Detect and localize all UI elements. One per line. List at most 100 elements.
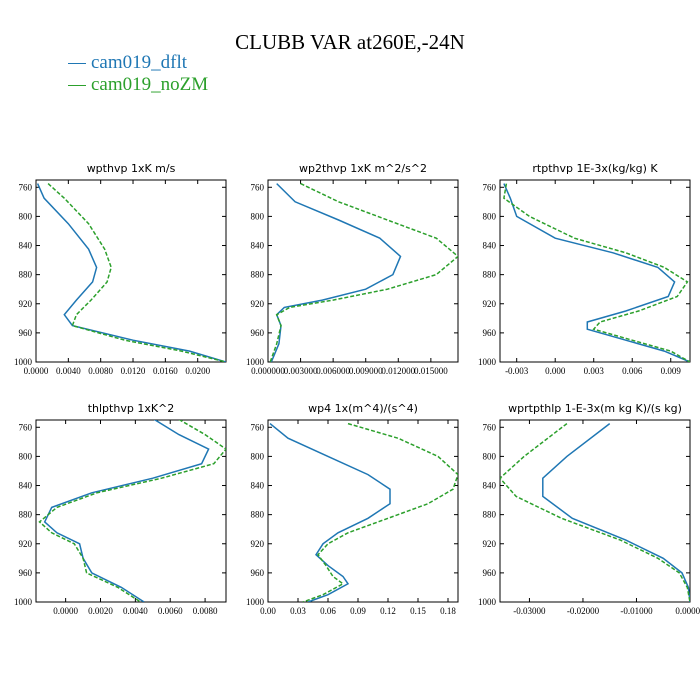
series-line-noZM	[302, 422, 458, 602]
plot-frame	[499, 419, 691, 603]
x-tick-label: 0.12	[380, 606, 396, 616]
panel-title: wp4 1x(m^4)/(s^4)	[308, 402, 418, 415]
series-line-dflt	[270, 183, 402, 362]
x-tick-label: -0.03000	[513, 606, 546, 616]
panel-4: thlpthvp 1xK^2 760 800 840 880 920 960 1000 0.00…	[14, 402, 227, 616]
x-tick-label: 0.06	[320, 606, 336, 616]
y-tick-label: 1000	[14, 357, 33, 367]
panel-title: thlpthvp 1xK^2	[88, 402, 175, 415]
y-tick-label: 800	[483, 211, 497, 221]
plot-frame	[35, 419, 227, 603]
y-tick-label: 880	[483, 510, 497, 520]
legend-swatch-noZM	[68, 84, 86, 86]
y-tick-label: 760	[251, 422, 265, 432]
y-tick-label: 760	[19, 182, 33, 192]
plot-frame	[267, 179, 459, 363]
x-tick-label: -0.02000	[567, 606, 600, 616]
plot-frame	[499, 179, 691, 363]
y-tick-label: 1000	[478, 597, 497, 607]
panel-2: wp2thvp 1xK m^2/s^2 760 800 840 880 920 960 100…	[246, 162, 459, 376]
x-tick-label: 0.0080	[193, 606, 218, 616]
x-tick-label: 0.0120	[121, 366, 146, 376]
plot-frame	[267, 419, 459, 603]
y-tick-label: 880	[19, 510, 33, 520]
x-tick-label: 0.15	[410, 606, 426, 616]
y-tick-label: 960	[251, 568, 265, 578]
y-tick-label: 840	[251, 481, 265, 491]
x-tick-label: 0.03	[290, 606, 306, 616]
x-tick-label: 0.015000	[414, 366, 448, 376]
y-tick-label: 920	[483, 299, 497, 309]
y-tick-label: 760	[19, 422, 33, 432]
x-tick-label: 0.0020	[88, 606, 113, 616]
y-tick-label: 840	[483, 481, 497, 491]
x-tick-label: -0.003	[505, 366, 529, 376]
legend-item-noZM: cam019_noZM	[68, 74, 208, 96]
x-tick-label: 0.0000	[24, 366, 49, 376]
legend-swatch-dflt	[68, 62, 86, 64]
y-tick-label: 800	[483, 451, 497, 461]
y-tick-label: 1000	[246, 357, 265, 367]
y-tick-label: 920	[483, 539, 497, 549]
y-tick-label: 840	[483, 241, 497, 251]
x-tick-label: 0.000	[545, 366, 566, 376]
legend-label-noZM: cam019_noZM	[91, 74, 209, 95]
y-tick-label: 840	[19, 481, 33, 491]
x-tick-label: 0.00	[260, 606, 276, 616]
series-line-dflt	[36, 183, 226, 362]
x-tick-label: 0.09	[350, 606, 366, 616]
plot-frame	[35, 179, 227, 363]
y-tick-label: 840	[19, 241, 33, 251]
figure-title: CLUBB VAR at260E,-24N	[235, 30, 465, 54]
y-tick-label: 920	[19, 539, 33, 549]
y-tick-label: 1000	[246, 597, 265, 607]
y-tick-label: 960	[19, 328, 33, 338]
x-tick-label: 0.0000	[53, 606, 78, 616]
y-tick-label: 1000	[478, 357, 497, 367]
panel-title: rtpthvp 1E-3x(kg/kg) K	[532, 162, 658, 175]
legend-item-dflt: cam019_dflt	[68, 52, 208, 74]
x-tick-label: 0.009	[661, 366, 682, 376]
series-line-dflt	[43, 420, 210, 602]
y-tick-label: 960	[483, 328, 497, 338]
series-line-noZM	[269, 182, 458, 362]
panel-5: wp4 1x(m^4)/(s^4)76080084088092096010000…	[246, 402, 459, 616]
panel-3: rtpthvp 1E-3x(kg/kg) K 760 800 840 880 920 960…	[478, 162, 691, 376]
series-line-dflt	[269, 423, 391, 602]
x-tick-label: 0.0200	[185, 366, 210, 376]
y-tick-label: 1000	[14, 597, 33, 607]
y-tick-label: 960	[251, 328, 265, 338]
legend-label-dflt: cam019_dflt	[91, 52, 188, 73]
series-line-noZM	[47, 183, 226, 362]
y-tick-label: 800	[251, 451, 265, 461]
y-tick-label: 800	[251, 211, 265, 221]
x-tick-label: 0.00000	[675, 606, 700, 616]
x-tick-label: 0.003	[584, 366, 605, 376]
x-tick-label: 0.0080	[88, 366, 113, 376]
series-line-noZM	[38, 420, 226, 602]
y-tick-label: 840	[251, 241, 265, 251]
y-tick-label: 760	[483, 182, 497, 192]
y-tick-label: 880	[251, 510, 265, 520]
x-tick-label: 0.000000	[251, 366, 285, 376]
y-tick-label: 880	[19, 270, 33, 280]
y-tick-label: 960	[19, 568, 33, 578]
panel-title: wpthvp 1xK m/s	[87, 162, 176, 175]
x-tick-label: -0.01000	[620, 606, 653, 616]
y-tick-label: 800	[19, 451, 33, 461]
x-tick-label: 0.003000	[284, 366, 318, 376]
x-tick-label: 0.006	[622, 366, 643, 376]
series-line-dflt	[542, 423, 690, 602]
y-tick-label: 760	[483, 422, 497, 432]
series-line-noZM	[503, 183, 690, 362]
x-tick-label: 0.006000	[316, 366, 350, 376]
panel-title: wprtpthlp 1-E-3x(m kg K)/(s kg)	[508, 402, 682, 415]
series-line-noZM	[500, 423, 690, 602]
x-tick-label: 0.012000	[381, 366, 415, 376]
x-tick-label: 0.0040	[123, 606, 148, 616]
y-tick-label: 920	[251, 299, 265, 309]
panel-1: wpthvp 1xK m/s76080084088092096010000.00…	[14, 162, 227, 376]
y-tick-label: 880	[251, 270, 265, 280]
